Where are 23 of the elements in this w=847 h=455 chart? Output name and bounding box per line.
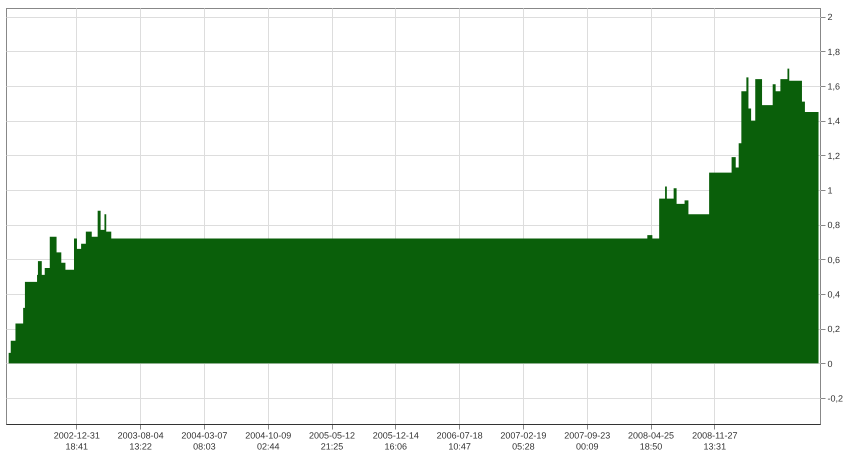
- y-tick-label: 0,6: [828, 254, 840, 265]
- y-tick-label: 0,4: [828, 290, 840, 300]
- x-tick-label: 2002-12-31 18:41: [54, 430, 100, 452]
- x-tick-label: 2008-04-25 18:50: [628, 430, 674, 452]
- y-tick-label: 0,2: [828, 324, 840, 334]
- x-tick-label: 2007-09-23 00:09: [564, 430, 610, 452]
- x-tick-label: 2003-08-04 13:22: [118, 430, 164, 452]
- y-tick-label: 1: [828, 186, 833, 196]
- y-tick-label: 1,8: [828, 46, 840, 57]
- y-tick-label: 0: [828, 358, 833, 369]
- y-tick-label: 0,8: [828, 220, 840, 230]
- y-tick-label: 1,6: [828, 82, 840, 92]
- x-tick-label: 2005-05-12 21:25: [308, 430, 356, 452]
- x-tick-label: 2004-10-09 02:44: [245, 430, 292, 452]
- x-tick-label: 2007-02-19 05:28: [500, 430, 546, 452]
- x-tick-label: 2005-12-14 16:06: [372, 430, 419, 452]
- x-tick-label: 2006-07-18 10:47: [436, 430, 483, 452]
- y-tick-label: 2: [828, 12, 833, 22]
- y-tick-label: -0,2: [828, 394, 844, 404]
- x-tick-label: 2008-11-27 13:31: [692, 430, 738, 452]
- y-tick-label: 1,4: [828, 116, 840, 126]
- y-tick-label: 1,2: [828, 150, 840, 161]
- x-tick-label: 2004-03-07 08:03: [181, 430, 228, 452]
